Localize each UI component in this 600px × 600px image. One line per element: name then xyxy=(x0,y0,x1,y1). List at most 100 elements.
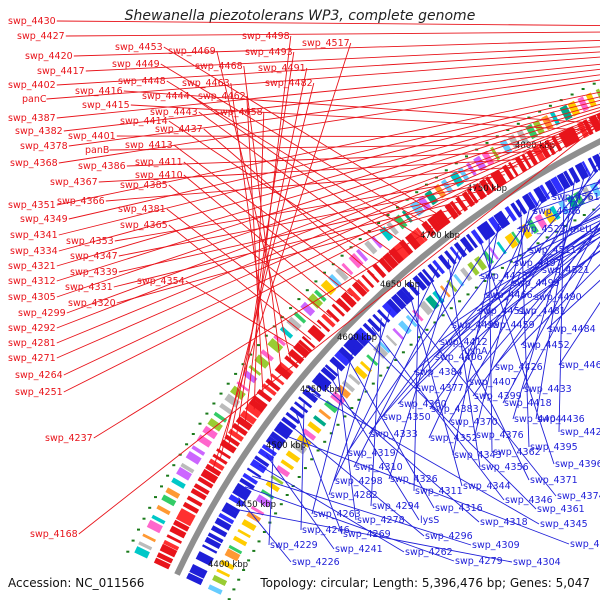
gene-label-reverse: swp_4282 xyxy=(330,490,378,501)
tick-dot-inner xyxy=(573,219,577,222)
gene-leader-line xyxy=(245,486,455,562)
accession-label: Accession: NC_011566 xyxy=(8,576,145,590)
gene-label-forward: swp_4420 xyxy=(25,51,73,62)
tick-dot-outer xyxy=(516,122,520,125)
cog-feature-inner xyxy=(398,320,412,335)
gene-label-reverse: swp_4352 xyxy=(430,433,478,444)
forward-gene xyxy=(399,239,414,255)
cog-feature-outer xyxy=(320,279,337,296)
tick-dot-inner xyxy=(232,588,236,591)
gene-label-reverse: swp_4348 xyxy=(570,539,600,550)
cog-feature-inner xyxy=(255,494,272,508)
reverse-gene xyxy=(246,467,262,479)
kbp-tick-label: 4500 kbp xyxy=(266,441,306,451)
gene-label-reverse: swp_4333 xyxy=(370,429,418,440)
cog-feature-inner xyxy=(542,208,557,224)
reverse-gene xyxy=(592,153,600,171)
forward-gene xyxy=(235,416,253,431)
tick-dot-outer xyxy=(126,550,130,553)
gene-leader-line xyxy=(216,50,292,363)
gene-label-reverse: swp_4396 xyxy=(555,459,600,470)
gene-label-reverse: swp_4407 xyxy=(469,377,517,388)
reverse-gene xyxy=(587,157,598,174)
cog-feature-inner xyxy=(526,219,539,234)
tick-dot-outer xyxy=(264,334,268,337)
cog-feature-inner xyxy=(250,505,265,516)
tick-dot-inner xyxy=(357,398,361,401)
reverse-gene xyxy=(527,191,539,207)
gene-leader-line xyxy=(532,250,600,298)
forward-gene xyxy=(270,373,285,386)
cog-feature-inner xyxy=(348,373,361,386)
gene-label-reverse: swp_4484 xyxy=(548,324,596,335)
gene-leader-line xyxy=(333,267,439,482)
tick-dot-inner xyxy=(371,382,375,385)
gene-leader-line xyxy=(123,90,597,124)
cog-feature-inner xyxy=(385,334,398,347)
tick-dot-outer xyxy=(205,412,209,415)
gene-label-forward: swp_4482 xyxy=(265,78,313,89)
gene-leader-line xyxy=(370,318,382,507)
cog-feature-outer xyxy=(171,477,186,489)
reverse-gene xyxy=(281,416,297,430)
gene-label-forward: swp_4430 xyxy=(8,16,56,27)
tick-dot-inner xyxy=(310,458,314,461)
gene-label-reverse: swp_4361 xyxy=(537,504,585,515)
reverse-gene xyxy=(189,565,207,579)
gene-label-reverse: swp_4433 xyxy=(524,384,572,395)
reverse-gene xyxy=(386,298,402,314)
gene-leader-line xyxy=(73,39,600,57)
gene-label-reverse: swp_4376 xyxy=(476,430,524,441)
cog-feature-inner xyxy=(504,233,519,249)
gene-label-forward: swp_4386 xyxy=(78,161,126,172)
tick-dot-outer xyxy=(191,433,195,435)
gene-leader-line xyxy=(126,150,544,167)
gene-leader-line xyxy=(520,207,530,448)
cog-feature-outer xyxy=(191,445,206,456)
cog-feature-outer xyxy=(202,425,218,440)
gene-leader-line xyxy=(546,279,600,330)
gene-label-reverse: swp_4309 xyxy=(472,540,520,551)
gene-leader-line xyxy=(478,235,555,465)
gene-label-reverse: swp_4304 xyxy=(513,557,561,568)
tick-dot-inner xyxy=(336,423,340,426)
tick-dot-inner xyxy=(582,214,586,216)
cog-feature-outer xyxy=(364,240,378,255)
gene-label-forward: swp_4444 xyxy=(142,91,190,102)
cog-feature-inner xyxy=(392,327,404,340)
tick-dot-inner xyxy=(417,336,421,339)
kbp-tick-label: 4700 kbp xyxy=(420,231,460,241)
gene-label-reverse: swp_4346 xyxy=(505,495,553,506)
reverse-gene xyxy=(294,401,309,414)
genome-axis xyxy=(174,138,600,576)
gene-label-forward: swp_4237 xyxy=(45,433,93,444)
tick-dot-outer xyxy=(219,392,223,395)
reverse-gene xyxy=(269,431,286,446)
tick-dot-outer xyxy=(581,88,585,90)
reverse-gene xyxy=(338,346,354,362)
gene-leader-line xyxy=(85,46,600,72)
forward-gene xyxy=(544,139,556,156)
cog-feature-inner xyxy=(366,354,379,366)
forward-gene xyxy=(200,468,219,484)
gene-leader-line xyxy=(300,403,305,531)
gene-leader-line xyxy=(345,354,435,509)
gene-leader-line xyxy=(116,208,456,304)
cog-feature-outer xyxy=(585,92,597,108)
gene-label-forward: swp_4462 xyxy=(198,91,246,102)
reverse-gene xyxy=(202,544,218,554)
reverse-gene xyxy=(334,351,351,367)
gene-label-forward: swp_4469 xyxy=(168,46,216,57)
cog-feature-outer xyxy=(356,248,369,262)
gene-leader-line xyxy=(413,283,420,492)
reverse-gene xyxy=(343,340,360,357)
forward-gene xyxy=(166,534,182,544)
gene-leader-line xyxy=(58,79,600,164)
gene-leader-line xyxy=(450,223,600,326)
reverse-gene xyxy=(192,564,208,574)
tick-dot-inner xyxy=(343,415,347,418)
tick-dot-outer xyxy=(386,214,390,217)
cog-feature-inner xyxy=(373,343,389,359)
